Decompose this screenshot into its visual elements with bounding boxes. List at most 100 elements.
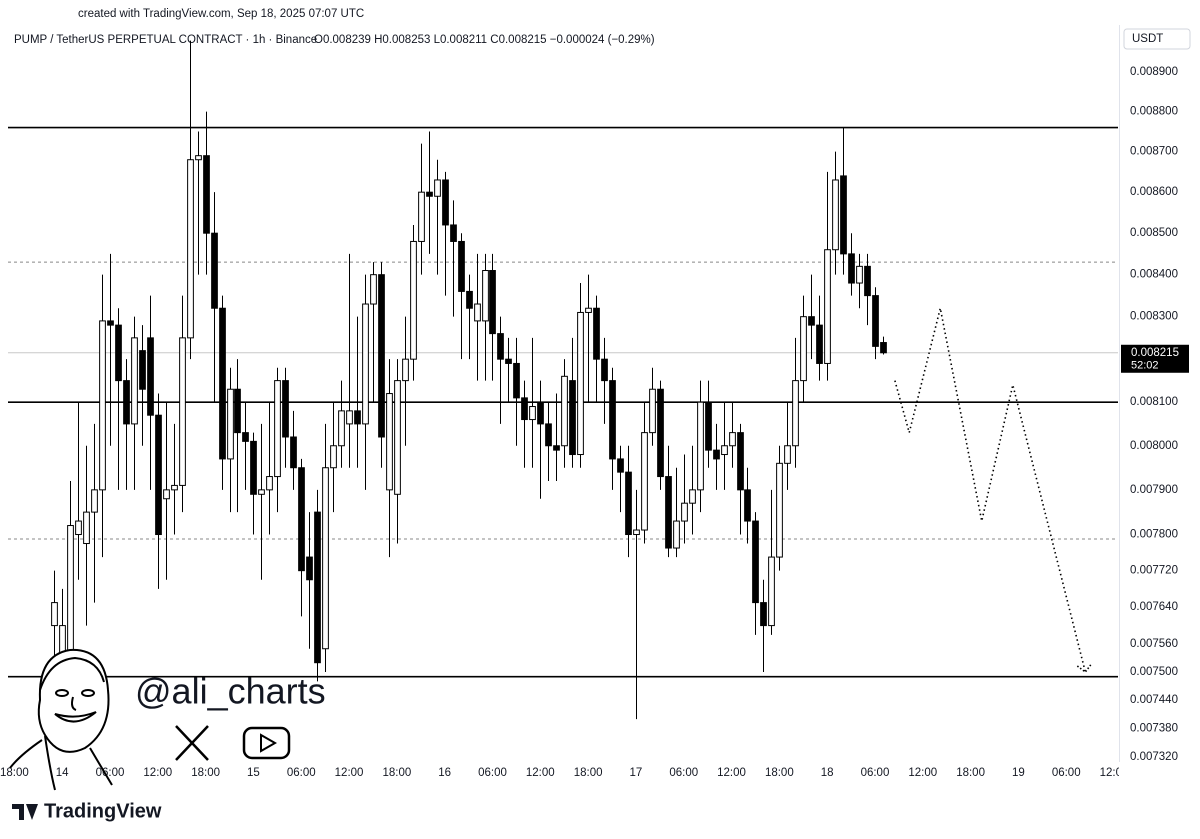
- y-tick-label: 0.007440: [1130, 694, 1178, 706]
- y-tick-label: 0.008700: [1130, 146, 1178, 158]
- x-tick-label: 12:00: [717, 767, 746, 779]
- candle-body: [681, 502, 688, 522]
- y-tick-label: 0.008300: [1130, 311, 1178, 323]
- candle-body: [458, 240, 465, 292]
- candle-body: [179, 337, 186, 486]
- header-note: created with TradingView.com, Sep 18, 20…: [78, 8, 364, 20]
- candle-body: [872, 295, 879, 347]
- candle-body: [808, 316, 815, 326]
- candle-body: [800, 316, 807, 382]
- y-tick-label: 0.008100: [1130, 396, 1178, 408]
- candle-body: [306, 556, 313, 581]
- candle-body: [553, 445, 560, 451]
- candle-body: [250, 440, 257, 495]
- candle-body: [139, 350, 146, 390]
- candle-body: [665, 476, 672, 549]
- candle-body: [266, 476, 273, 491]
- candle-body: [848, 253, 855, 284]
- x-tick-label: 06:00: [861, 767, 890, 779]
- x-tick-label: 18:00: [191, 767, 220, 779]
- candle-body: [187, 159, 194, 339]
- y-tick-label: 0.008800: [1130, 106, 1178, 118]
- candle-body: [505, 358, 512, 364]
- candle-body: [123, 380, 130, 425]
- candle-body: [697, 401, 704, 491]
- candle-body: [816, 324, 823, 364]
- candle-body: [577, 311, 584, 456]
- candle-body: [856, 265, 863, 284]
- candle-body: [521, 397, 528, 421]
- candle-body: [434, 179, 441, 197]
- x-tick-label: 12:00: [526, 767, 555, 779]
- x-tick-label: 18: [821, 767, 834, 779]
- candle-body: [51, 602, 58, 627]
- candle-body: [840, 175, 847, 255]
- candle-body: [362, 303, 369, 425]
- x-tick-label: 06:00: [96, 767, 125, 779]
- candle-body: [832, 179, 839, 251]
- chart-title: PUMP / TetherUS PERPETUAL CONTRACT · 1h …: [14, 34, 317, 46]
- candle-body: [721, 445, 728, 456]
- y-tick-label: 0.007800: [1130, 529, 1178, 541]
- candle-body: [641, 432, 648, 531]
- candle-body: [83, 511, 90, 545]
- candle-body: [314, 511, 321, 664]
- candle-body: [705, 401, 712, 451]
- x-tick-label: 06:00: [287, 767, 316, 779]
- x-tick-label: 18:00: [382, 767, 411, 779]
- candle-body: [219, 307, 226, 460]
- candle-body: [203, 155, 210, 234]
- candle-body: [99, 320, 106, 491]
- candle-body: [163, 489, 170, 500]
- candle-body: [274, 380, 281, 478]
- candle-body: [450, 224, 457, 242]
- youtube-icon: [242, 726, 291, 760]
- candle-body: [729, 432, 736, 447]
- x-tick-label: 18:00: [574, 767, 603, 779]
- candle-body: [227, 388, 234, 460]
- countdown-label: 52:02: [1131, 360, 1159, 372]
- candle-body: [242, 432, 249, 442]
- candle-body: [529, 406, 536, 421]
- candle-body: [776, 462, 783, 558]
- candle-body: [625, 471, 632, 536]
- x-tick-label: 14: [56, 767, 69, 779]
- candle-body: [545, 423, 552, 447]
- y-tick-label: 0.007560: [1130, 638, 1178, 650]
- candle-body: [609, 380, 616, 460]
- candle-body: [442, 179, 449, 226]
- x-tick-label: 12:00: [335, 767, 364, 779]
- candle-body: [880, 342, 887, 354]
- x-tick-label: 12:00: [908, 767, 937, 779]
- candle-body: [864, 265, 871, 297]
- candle-body: [322, 467, 329, 650]
- plot-area: [8, 40, 1118, 743]
- x-tick-label: 06:00: [669, 767, 698, 779]
- candle-body: [689, 489, 696, 504]
- candle-body: [338, 410, 345, 447]
- candle-body: [378, 274, 385, 438]
- candle-body: [330, 445, 337, 469]
- candle-body: [418, 191, 425, 242]
- candle-body: [346, 410, 353, 425]
- candle-body: [290, 436, 297, 469]
- candle-body: [147, 337, 154, 416]
- candle-body: [282, 380, 289, 438]
- y-tick-label: 0.007320: [1130, 751, 1178, 763]
- candle-body: [824, 249, 831, 364]
- candle-body: [649, 388, 656, 434]
- candle-body: [410, 240, 417, 360]
- y-tick-label: 0.007720: [1130, 565, 1178, 577]
- y-tick-label: 0.008400: [1130, 269, 1178, 281]
- price-label-box: [1121, 344, 1189, 373]
- y-tick-label: 0.008600: [1130, 186, 1178, 198]
- candle-body: [171, 484, 178, 491]
- y-tick-label: 0.008900: [1130, 66, 1178, 78]
- x-tick-label: 12:00: [1100, 767, 1129, 779]
- candle-body: [298, 467, 305, 572]
- candle-body: [115, 324, 122, 382]
- x-tick-label: 18:00: [765, 767, 794, 779]
- candle-body: [195, 155, 202, 161]
- candle-body: [67, 525, 74, 664]
